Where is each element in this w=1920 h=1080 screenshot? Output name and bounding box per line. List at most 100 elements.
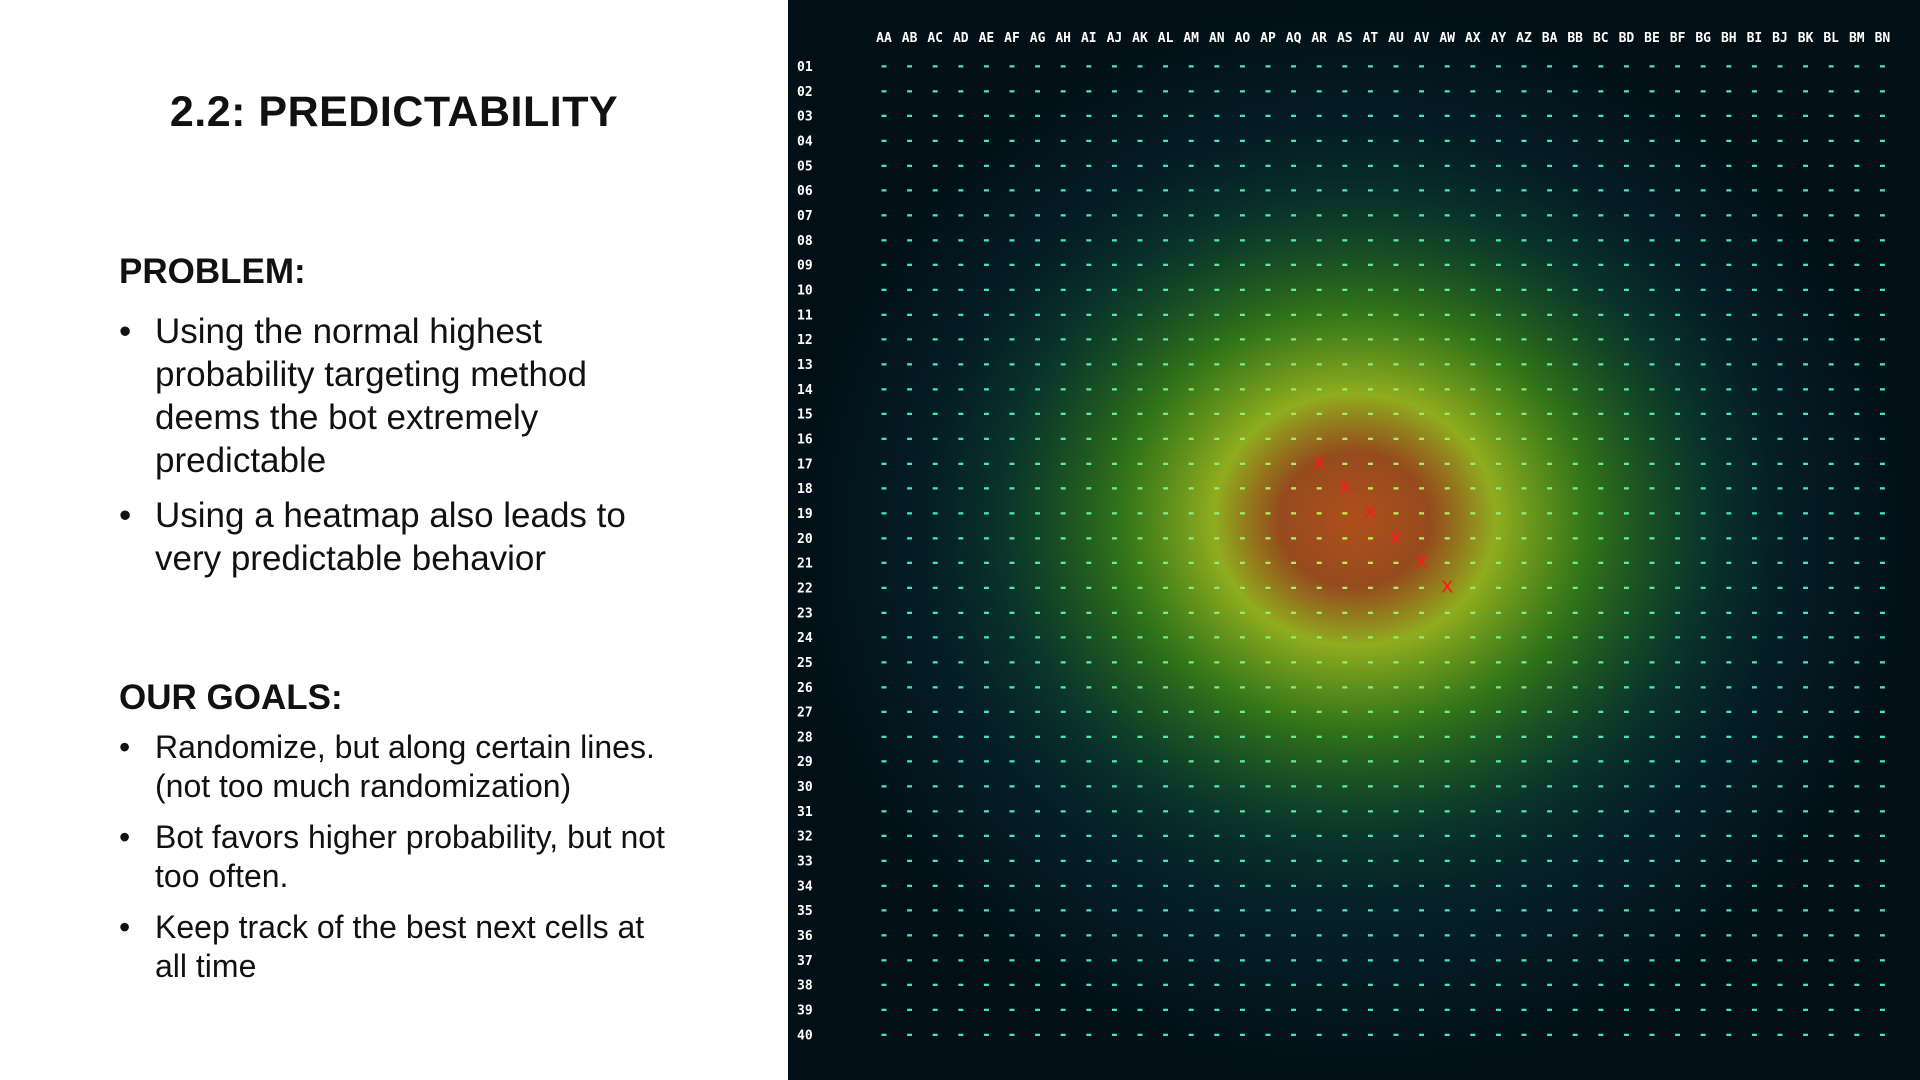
board-cell: - [1647, 56, 1657, 75]
board-cell: - [1135, 826, 1145, 845]
board-cell: - [1366, 1024, 1376, 1043]
list-item: • Randomize, but along certain lines. (n… [119, 728, 679, 806]
board-cell: - [1366, 776, 1376, 795]
board-cell: - [879, 801, 889, 820]
board-cell: - [1391, 950, 1401, 969]
board-cell: - [1314, 776, 1324, 795]
board-cell: - [1007, 205, 1017, 224]
board-cell: - [879, 528, 889, 547]
board-cell: - [1212, 627, 1222, 646]
board-cell: - [1519, 379, 1529, 398]
row-label: 31 [797, 805, 813, 820]
board-cell: - [905, 528, 915, 547]
board-cell: - [1698, 602, 1708, 621]
board-cell: - [1058, 627, 1068, 646]
board-cell: - [1698, 279, 1708, 298]
board-cell: - [1724, 130, 1734, 149]
board-cell: - [1135, 379, 1145, 398]
board-cell: - [1289, 553, 1299, 572]
column-label: AW [1439, 31, 1455, 46]
board-cell: - [1468, 975, 1478, 994]
board-cell: - [1596, 205, 1606, 224]
board-cell: - [1826, 354, 1836, 373]
row-label: 26 [797, 681, 813, 696]
board-cell: - [1084, 453, 1094, 472]
board-cell: - [1647, 354, 1657, 373]
board-cell: - [1673, 106, 1683, 125]
board-cell: - [1340, 379, 1350, 398]
board-cell: - [1110, 925, 1120, 944]
board-cell: - [1238, 602, 1248, 621]
board-cell: - [1366, 553, 1376, 572]
board-cell: - [1391, 577, 1401, 596]
board-cell: - [1340, 304, 1350, 323]
board-cell: - [1033, 304, 1043, 323]
board-cell: - [1289, 751, 1299, 770]
board-cell: - [1033, 379, 1043, 398]
board-cell: - [1468, 553, 1478, 572]
board-cell: - [1750, 1000, 1760, 1019]
board-cell: - [1724, 81, 1734, 100]
board-cell: - [1135, 627, 1145, 646]
board-cell: - [1775, 925, 1785, 944]
board-cell: - [1545, 81, 1555, 100]
board-cell: - [1110, 279, 1120, 298]
board-cell: - [1391, 379, 1401, 398]
board-cell: - [982, 875, 992, 894]
board-cell: - [1698, 925, 1708, 944]
board-cell: - [1570, 279, 1580, 298]
board-cell: - [1212, 577, 1222, 596]
board-cell: - [1852, 304, 1862, 323]
board-cell: - [1673, 702, 1683, 721]
board-cell: - [1545, 975, 1555, 994]
board-cell: - [1238, 279, 1248, 298]
board-cell: - [1775, 56, 1785, 75]
hit-marker: x [1415, 549, 1428, 574]
board-cell: - [1186, 900, 1196, 919]
board-cell: - [1673, 428, 1683, 447]
board-cell: - [1110, 751, 1120, 770]
board-cell: - [1750, 925, 1760, 944]
board-cell: - [1622, 354, 1632, 373]
board-cell: - [1391, 230, 1401, 249]
board-cell: - [1314, 205, 1324, 224]
board-cell: - [1135, 428, 1145, 447]
board-cell: - [1263, 1024, 1273, 1043]
board-cell: - [1263, 602, 1273, 621]
board-cell: - [1161, 528, 1171, 547]
board-cell: - [982, 726, 992, 745]
board-cell: - [1442, 279, 1452, 298]
board-cell: - [1442, 975, 1452, 994]
board-cell: - [1750, 329, 1760, 348]
board-cell: - [1596, 230, 1606, 249]
board-cell: - [1417, 354, 1427, 373]
board-cell: - [1340, 776, 1350, 795]
board-cell: - [1852, 503, 1862, 522]
board-cell: - [1698, 180, 1708, 199]
board-cell: - [982, 279, 992, 298]
board-cell: - [1826, 950, 1836, 969]
board-cell: - [1878, 677, 1888, 696]
column-label: AA [876, 31, 892, 46]
heat-glow [884, 99, 1825, 940]
row-label: 22 [797, 581, 813, 596]
board-cell: - [1238, 453, 1248, 472]
board-cell: - [1570, 528, 1580, 547]
board-cell: - [1417, 975, 1427, 994]
board-cell: - [1417, 528, 1427, 547]
board-cell: - [1622, 404, 1632, 423]
board-cell: - [1622, 925, 1632, 944]
board-cell: - [1135, 776, 1145, 795]
board-cell: - [1852, 627, 1862, 646]
board-cell: - [1570, 478, 1580, 497]
board-cell: - [1545, 379, 1555, 398]
board-cell: - [1289, 627, 1299, 646]
board-cell: - [1110, 180, 1120, 199]
board-cell: - [1007, 255, 1017, 274]
board-cell: - [1878, 1000, 1888, 1019]
board-cell: - [1468, 801, 1478, 820]
board-cell: - [1647, 279, 1657, 298]
board-cell: - [1570, 205, 1580, 224]
board-cell: - [982, 130, 992, 149]
board-cell: - [930, 329, 940, 348]
